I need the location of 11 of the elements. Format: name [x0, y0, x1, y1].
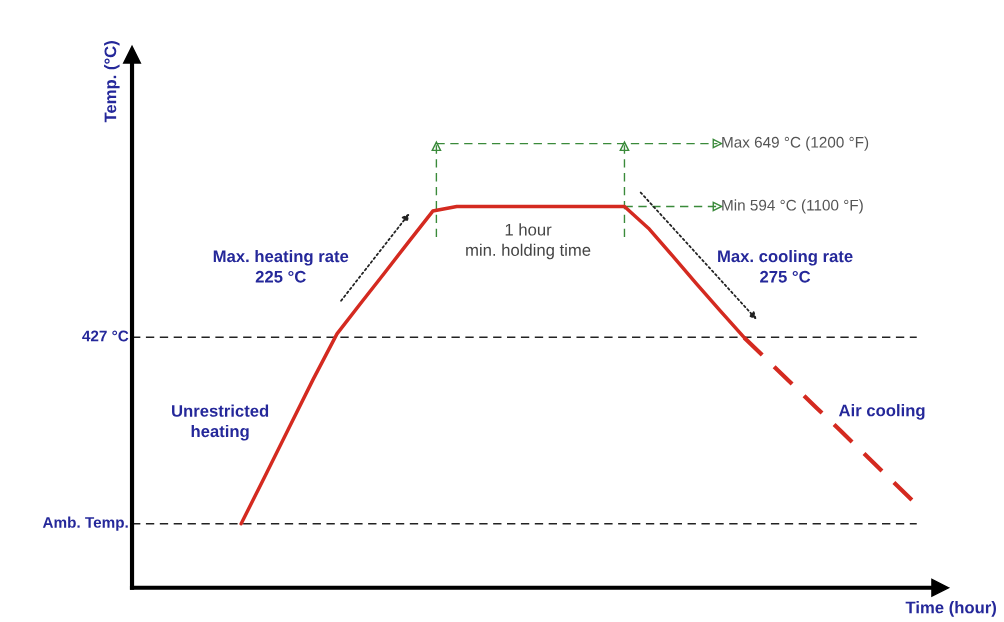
- ref-line-label: Max 649 °C (1200 °F): [722, 136, 869, 151]
- annotation: Max. cooling rate 275 °C: [718, 249, 853, 283]
- x-axis-title: Time (hour): [905, 601, 996, 617]
- ref-line-label: Min 594 °C (1100 °F): [722, 199, 863, 214]
- annotation: 1 hour min. holding time: [466, 223, 591, 260]
- annotation: Max. heating rate 225 °C: [213, 249, 349, 283]
- annotation: Air cooling: [838, 404, 925, 420]
- ref-line-label: Amb. Temp.: [42, 516, 128, 531]
- text: Temp. (°C): [104, 41, 120, 123]
- ref-line-label: 427 °C: [82, 330, 129, 342]
- annotation: Unrestricted heating: [172, 404, 269, 441]
